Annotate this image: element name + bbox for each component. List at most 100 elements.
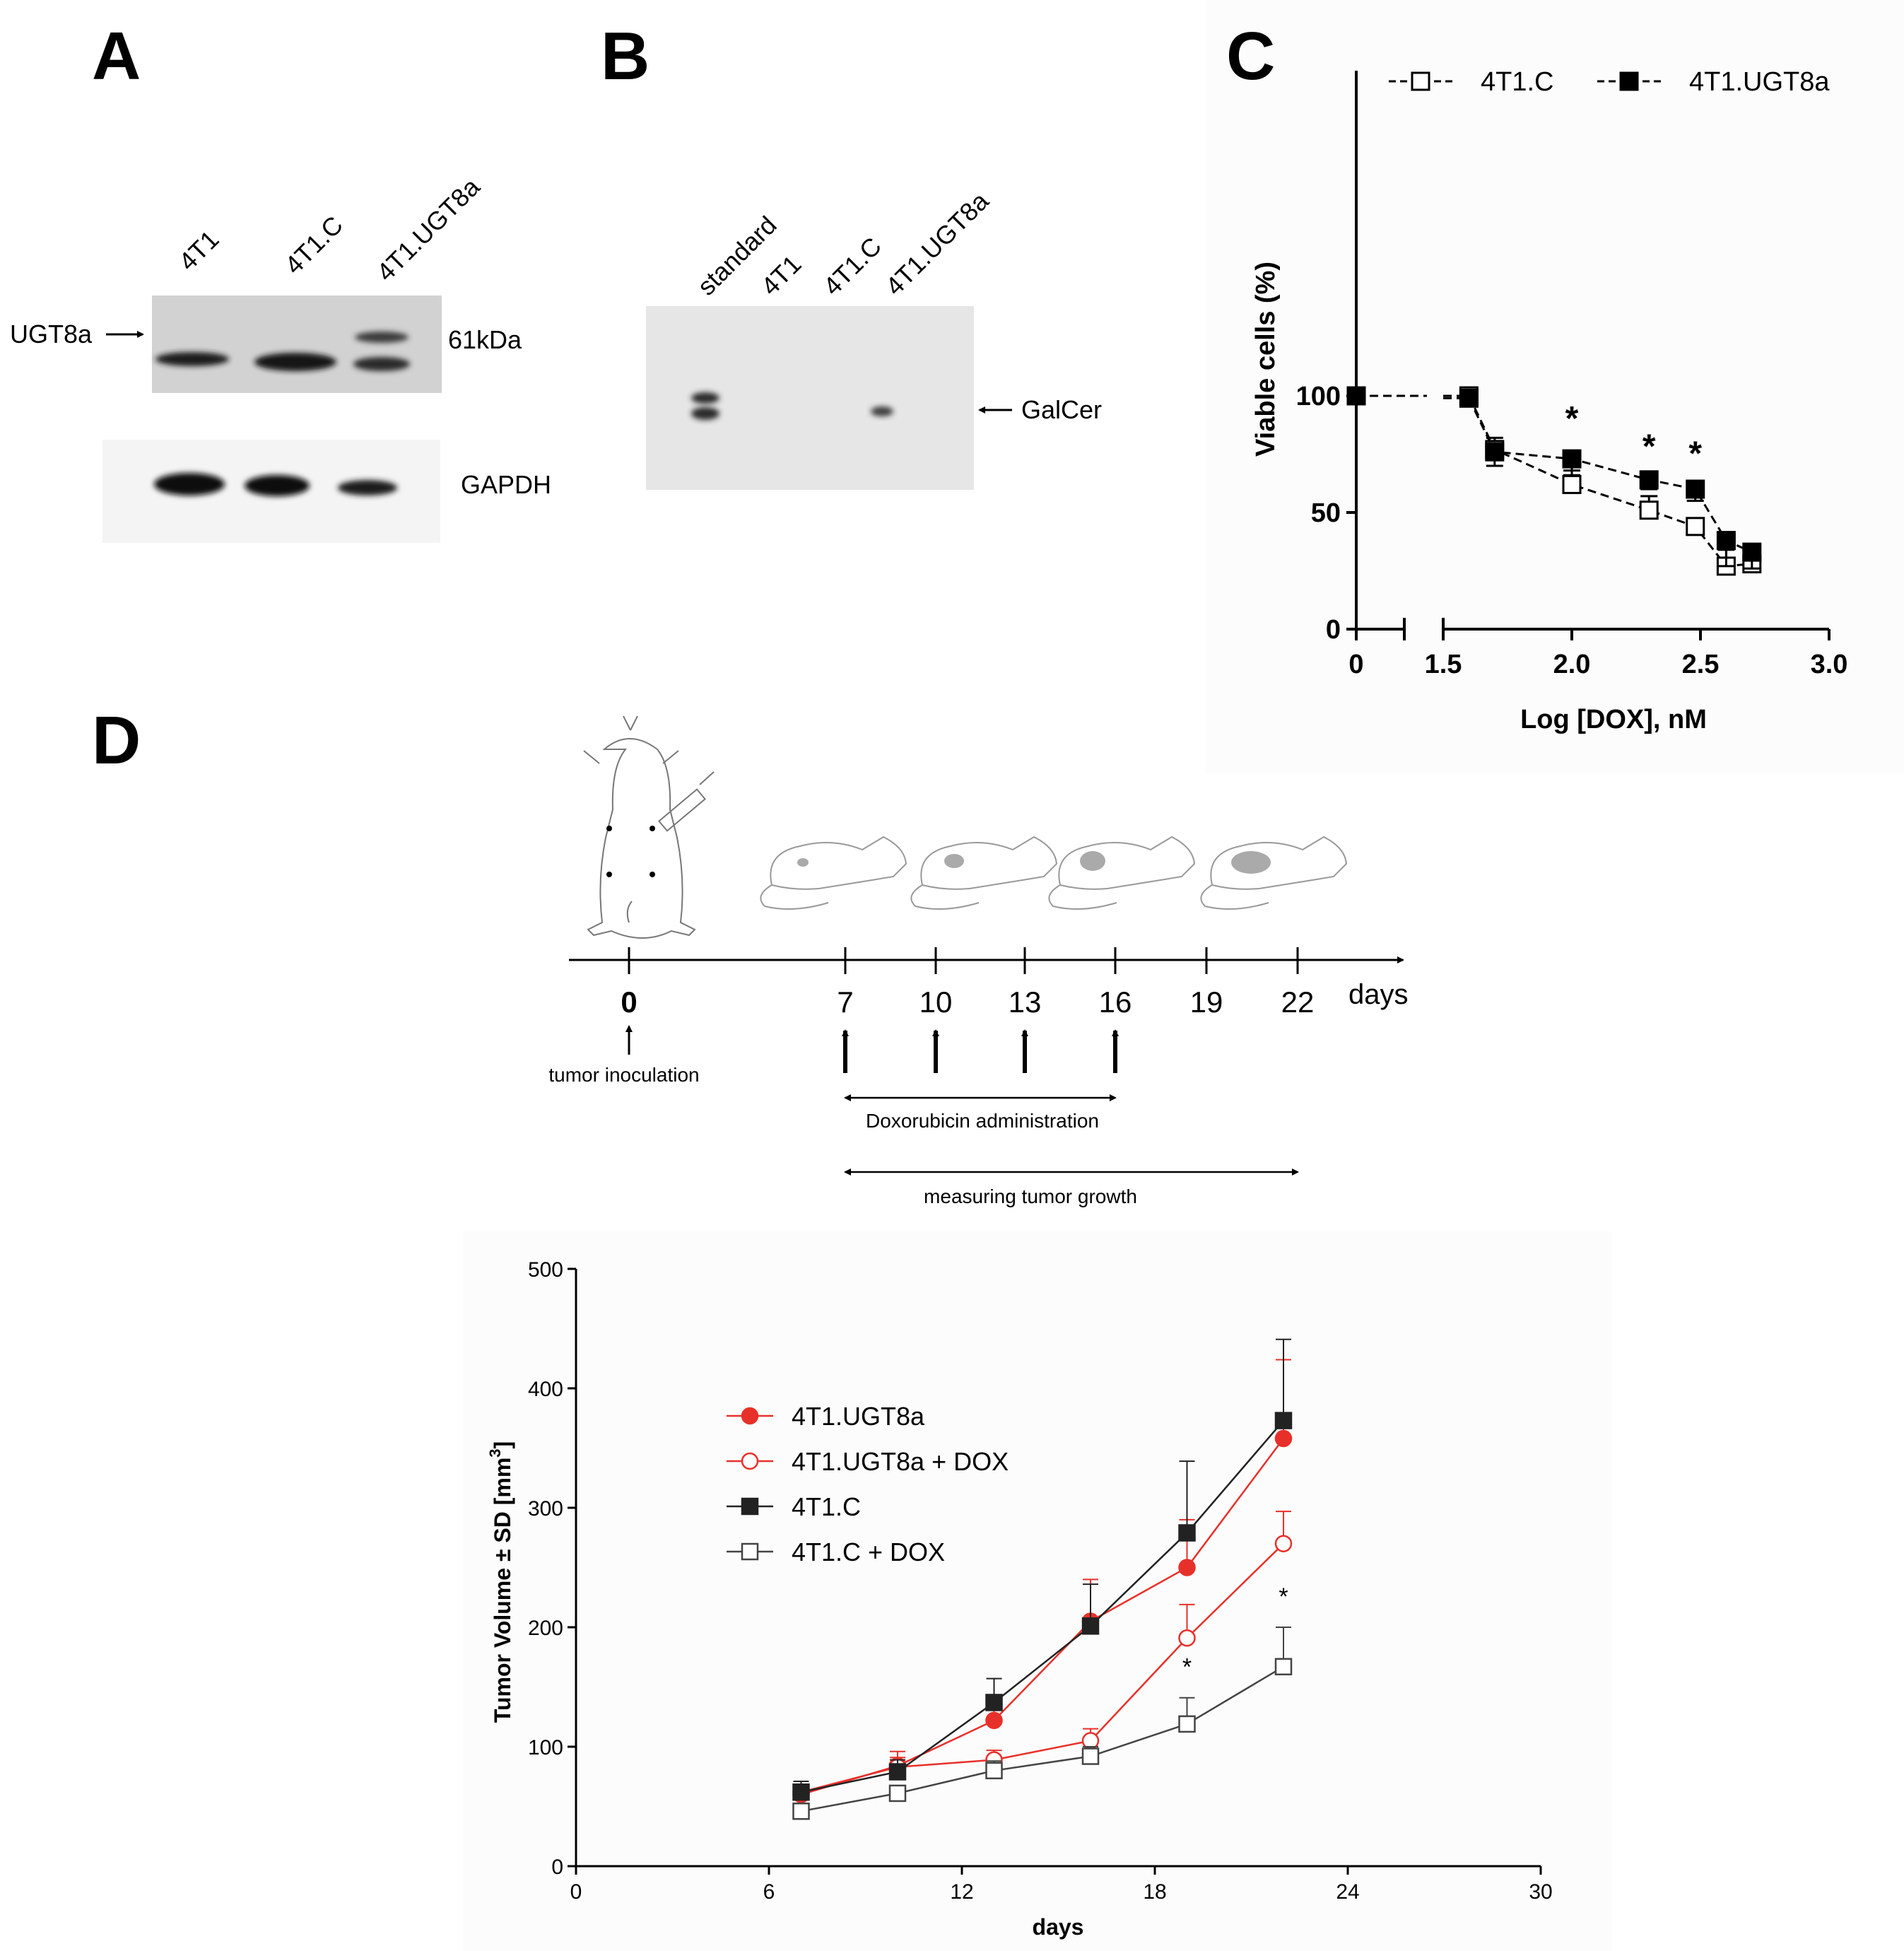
x-tick-label: 0 bbox=[570, 1880, 582, 1904]
series-line bbox=[801, 1419, 1284, 1793]
significance-star: * bbox=[1688, 435, 1702, 473]
x-tick-label: 2.5 bbox=[1682, 650, 1720, 679]
y-tick-label: 200 bbox=[528, 1617, 563, 1640]
panel-c-letter: C bbox=[1226, 18, 1275, 94]
measure-label: measuring tumor growth bbox=[924, 1185, 1137, 1207]
data-point bbox=[1639, 470, 1659, 490]
data-point bbox=[1178, 1629, 1196, 1647]
x-tick-label: 0 bbox=[1348, 650, 1363, 679]
significance-star: * bbox=[1643, 428, 1656, 466]
panel-b: B standard 4T1 4T1.C 4T1.UGT8a GalCer bbox=[601, 18, 1102, 490]
legend-marker bbox=[741, 1542, 759, 1561]
x-tick-label: 6 bbox=[763, 1880, 775, 1904]
mouse-icon-day10 bbox=[910, 836, 1058, 910]
panel-d: D bbox=[92, 703, 1611, 1951]
data-point bbox=[985, 1694, 1003, 1711]
timeline-day-label: 0 bbox=[621, 985, 637, 1019]
ugt8a-label: UGT8a bbox=[10, 320, 93, 348]
data-point bbox=[888, 1784, 907, 1803]
panel-b-letter: B bbox=[601, 18, 650, 94]
data-point bbox=[792, 1783, 810, 1801]
data-point bbox=[1274, 1535, 1293, 1552]
timeline: 0 7 10 13 16 19 22 days tumor inoculation Doxo… bbox=[548, 947, 1409, 1207]
data-point bbox=[1178, 1559, 1196, 1576]
legend-marker bbox=[741, 1497, 759, 1516]
series-4T1.C + DOX bbox=[792, 1627, 1293, 1820]
data-point bbox=[1485, 442, 1505, 462]
gapdh-blot bbox=[102, 440, 440, 543]
timeline-day-label: 16 bbox=[1099, 985, 1132, 1019]
x-tick-label: 3.0 bbox=[1811, 650, 1848, 679]
gapdh-label: GAPDH bbox=[461, 470, 551, 499]
legend-marker bbox=[1619, 71, 1639, 91]
significance-star: * bbox=[1279, 1583, 1288, 1610]
data-point bbox=[1686, 517, 1705, 537]
panel-c-legend: 4T1.C 4T1.UGT8a bbox=[1389, 67, 1830, 97]
data-point bbox=[1686, 479, 1705, 499]
y-tick-label: 0 bbox=[551, 1856, 563, 1879]
data-point bbox=[1742, 542, 1762, 562]
galcer-label: GalCer bbox=[1021, 395, 1102, 424]
series-4T1.C bbox=[792, 1338, 1293, 1801]
panel-c-y-axis-label: Viable cells (%) bbox=[1251, 262, 1281, 457]
legend-marker bbox=[741, 1452, 759, 1470]
panel-d-legend: 4T1.UGT8a 4T1.UGT8a + DOX 4T1.C 4T1.C + DOX bbox=[727, 1402, 1009, 1566]
inoculation-label: tumor inoculation bbox=[548, 1064, 699, 1086]
panel-c-plot: 0 50 100 0 1.5 2.0 2.5 3.0 * * * bbox=[1296, 71, 1848, 679]
panel-d-letter: D bbox=[92, 703, 141, 778]
significance-star: * bbox=[1565, 400, 1579, 438]
x-tick-label: 12 bbox=[950, 1880, 973, 1904]
panel-d-y-axis-label: Tumor Volume ± SD [mm3] bbox=[486, 1441, 515, 1723]
y-tick-label: 100 bbox=[528, 1736, 563, 1759]
data-point bbox=[1178, 1524, 1196, 1542]
timeline-day-label: 19 bbox=[1190, 985, 1223, 1019]
size-marker-label: 61kDa bbox=[448, 325, 522, 354]
y-tick-label: 300 bbox=[528, 1497, 563, 1521]
panel-d-x-axis-label: days bbox=[1033, 1914, 1084, 1940]
panel-b-lane-label: 4T1.UGT8a bbox=[880, 186, 995, 301]
tlc-plate bbox=[646, 306, 974, 490]
timeline-unit-label: days bbox=[1348, 979, 1409, 1010]
data-point bbox=[1639, 500, 1659, 520]
data-point bbox=[792, 1803, 810, 1820]
timeline-day-label: 22 bbox=[1281, 985, 1315, 1019]
data-point bbox=[1178, 1715, 1196, 1733]
mouse-icon-day22 bbox=[1200, 836, 1348, 910]
panel-a-letter: A bbox=[92, 18, 141, 94]
panel-d-y-axis-label-sup: 3 bbox=[486, 1448, 504, 1457]
data-point bbox=[888, 1763, 907, 1781]
y-tick-label: 500 bbox=[528, 1258, 563, 1282]
data-point bbox=[1274, 1658, 1293, 1676]
data-point bbox=[1562, 449, 1582, 469]
panel-c-x-axis-label: Log [DOX], nM bbox=[1520, 705, 1707, 734]
significance-star: * bbox=[1182, 1654, 1192, 1681]
treatment-label: Doxorubicin administration bbox=[866, 1110, 1099, 1132]
inoculated-mouse-drawing bbox=[583, 715, 715, 939]
treatment-arrows bbox=[842, 1029, 1119, 1073]
x-tick-label: 2.0 bbox=[1553, 650, 1591, 679]
legend-label: 4T1.C bbox=[792, 1492, 861, 1521]
y-tick-label: 0 bbox=[1326, 615, 1341, 645]
y-tick-label: 100 bbox=[1296, 382, 1341, 411]
series-4T1.UGT8a bbox=[1346, 386, 1762, 570]
panel-b-lane-label: 4T1.C bbox=[818, 231, 887, 300]
series-line bbox=[801, 1542, 1284, 1793]
x-tick-label: 30 bbox=[1529, 1880, 1552, 1904]
series-line bbox=[801, 1665, 1284, 1812]
mouse-icon-day7 bbox=[760, 836, 907, 910]
data-point bbox=[1081, 1747, 1100, 1765]
timeline-day-label: 10 bbox=[919, 985, 953, 1019]
ugt8a-blot bbox=[152, 295, 442, 393]
data-point bbox=[1346, 386, 1366, 406]
data-point bbox=[985, 1762, 1003, 1780]
x-tick-label: 24 bbox=[1336, 1880, 1359, 1904]
y-tick-label: 50 bbox=[1311, 498, 1341, 528]
panel-a-lane-label: 4T1.C bbox=[279, 210, 348, 279]
data-point bbox=[1274, 1429, 1293, 1448]
mouse-icon-day13 bbox=[1048, 836, 1196, 910]
timeline-day-label: 7 bbox=[837, 985, 853, 1019]
panel-a-lane-label: 4T1 bbox=[173, 225, 225, 276]
legend-label: 4T1.UGT8a bbox=[792, 1402, 925, 1431]
